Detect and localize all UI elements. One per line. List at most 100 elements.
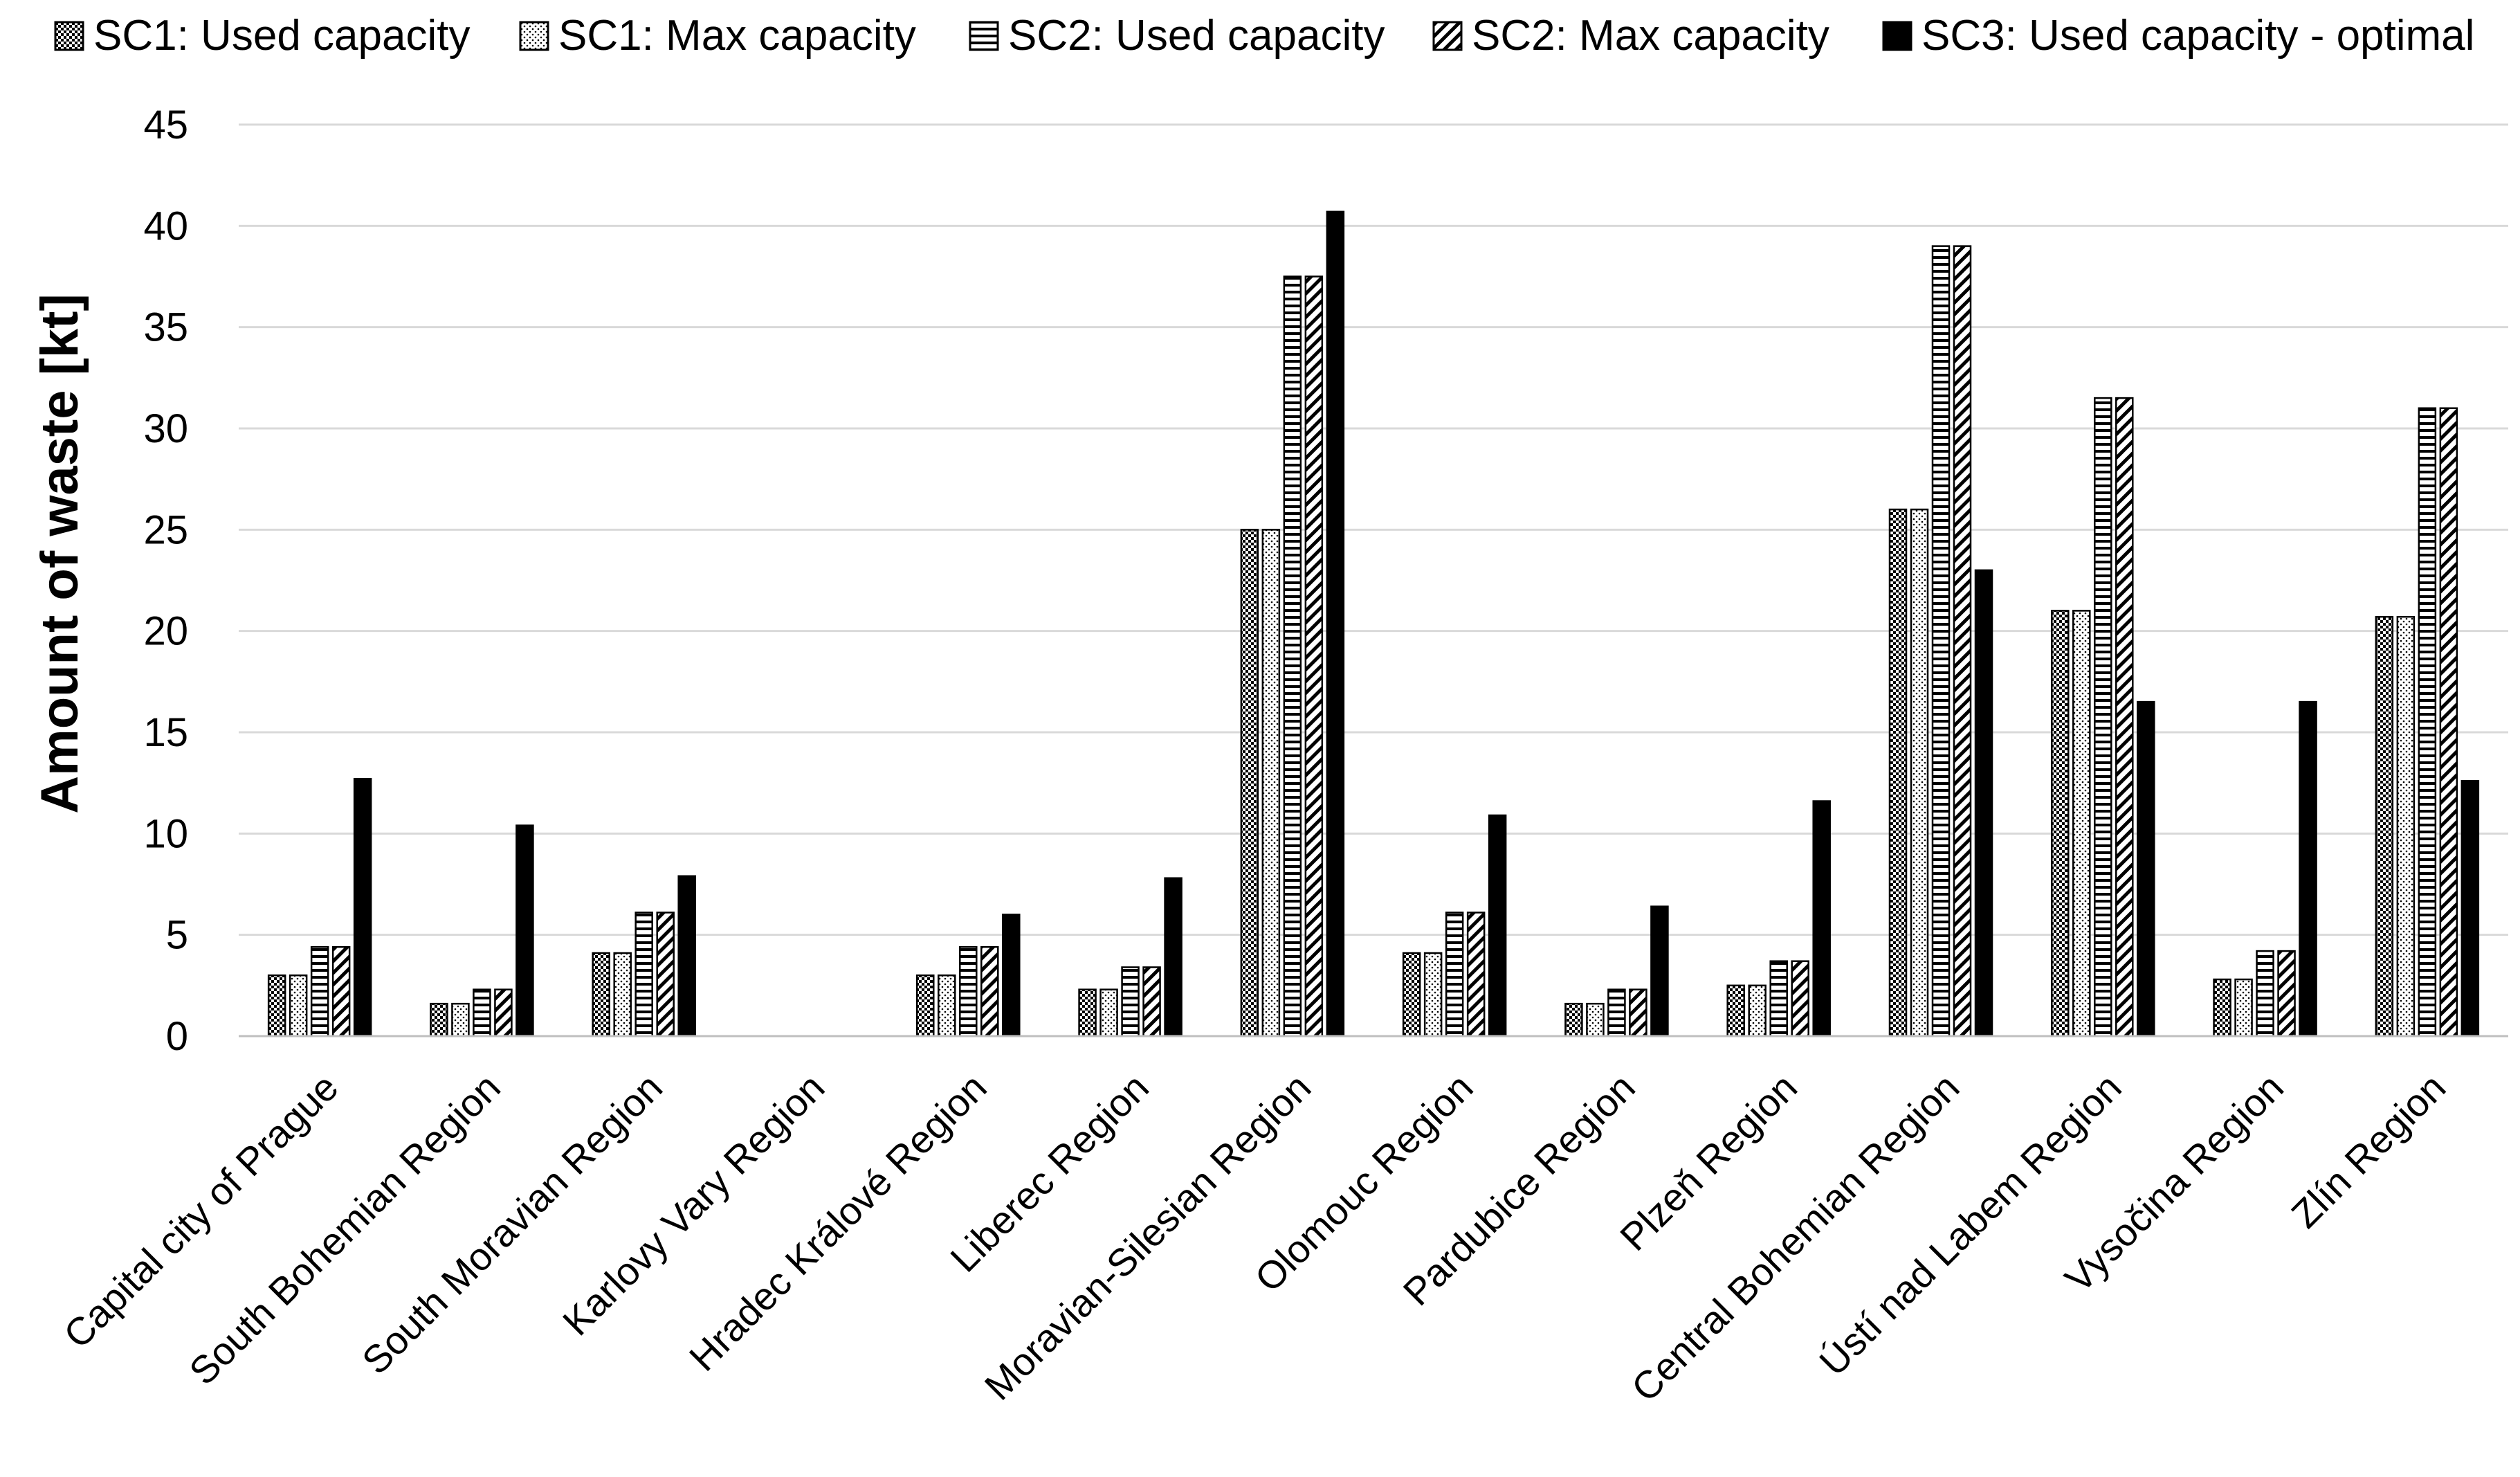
bar [959,945,978,1037]
bar [1910,508,1929,1037]
legend-swatch-sc2-max [1432,21,1463,51]
bar [2137,700,2155,1037]
y-tick-label: 25 [143,507,188,552]
legend-item-sc2-max: SC2: Max capacity [1432,12,1829,60]
x-tick-label: Zlín Region [2283,1065,2454,1236]
bar [2299,700,2317,1037]
legend: SC1: Used capacity SC1: Max capacity SC2… [54,12,2474,60]
bar [1099,988,1118,1037]
bar [2094,397,2112,1037]
bar [1445,912,1464,1037]
bar [1078,988,1097,1037]
bar [2277,950,2296,1037]
y-tick-label: 10 [143,811,188,856]
bar [656,912,675,1037]
bar [1791,960,1809,1037]
bar [677,875,696,1037]
bar [267,974,286,1037]
legend-label-sc3-used: SC3: Used capacity - optimal [1921,12,2474,60]
bar [2072,610,2091,1037]
bar [2115,397,2134,1037]
x-tick-label: Hradec Králové Region [681,1065,995,1379]
y-axis-ticks: 0 5 10 15 20 25 30 35 40 45 [143,102,188,1059]
y-tick-label: 5 [166,913,188,958]
bar [1726,984,1745,1037]
bar [980,945,999,1037]
bar [310,945,329,1037]
bar [1261,529,1281,1037]
bar [1586,1002,1605,1037]
bar [1650,905,1669,1037]
bar [2051,610,2070,1037]
bar [353,778,372,1037]
legend-label-sc2-max: SC2: Max capacity [1472,12,1829,60]
bar [592,952,610,1037]
bar [1488,814,1507,1037]
bar [2439,407,2458,1037]
bar [1888,508,1908,1037]
bar [2234,978,2253,1037]
bar [1326,210,1345,1037]
bar [1240,529,1259,1037]
bar [1629,988,1647,1037]
bar [1142,966,1161,1037]
x-tick-label: Central Bohemian Region [1623,1065,1967,1410]
bar [430,1002,448,1037]
legend-item-sc1-used: SC1: Used capacity [54,12,470,60]
x-tick-label: South Moravian Region [354,1065,670,1382]
x-tick-label: South Bohemian Region [181,1065,509,1393]
bar [2213,978,2231,1037]
legend-swatch-sc2-used [969,21,999,51]
x-tick-label: Ústí nad Labem Region [1811,1065,2130,1384]
legend-label-sc1-max: SC1: Max capacity [558,12,916,60]
bar [1812,800,1831,1037]
y-tick-label: 35 [143,305,188,350]
bar [1002,914,1021,1037]
bar [451,1002,470,1037]
legend-item-sc2-used: SC2: Used capacity [969,12,1385,60]
bar [494,988,513,1037]
bar [1164,877,1183,1037]
bar [289,974,308,1037]
bar [1953,245,1972,1037]
bar [1466,912,1486,1037]
bar [1564,1002,1583,1037]
legend-swatch-sc1-used [54,21,84,51]
bar [1304,275,1324,1037]
bar [1931,245,1951,1037]
bar [1283,275,1302,1037]
bar [1769,960,1788,1037]
bar [2375,615,2394,1037]
y-axis-title: Amount of waste [kt] [30,293,89,814]
bar [938,974,956,1037]
y-tick-label: 40 [143,203,188,248]
gridlines [239,123,2508,936]
bars [267,210,2480,1037]
bar [634,912,653,1037]
bar [1607,988,1626,1037]
bar [2460,779,2480,1037]
bar [331,945,351,1037]
bar [1748,984,1766,1037]
x-tick-label: Capital city of Prague [55,1065,347,1357]
bar [916,974,935,1037]
bar [2256,950,2274,1037]
y-tick-label: 0 [166,1014,188,1059]
legend-swatch-sc3-used [1882,21,1912,51]
y-tick-label: 45 [143,102,188,147]
bar [2396,615,2416,1037]
bar [515,824,534,1037]
x-tick-label: Moravian-Silesian Region [976,1065,1320,1408]
bar [1423,952,1443,1037]
y-tick-label: 30 [143,406,188,451]
bar [473,988,491,1037]
legend-item-sc3-used: SC3: Used capacity - optimal [1882,12,2474,60]
legend-item-sc1-max: SC1: Max capacity [519,12,916,60]
legend-swatch-sc1-max [519,21,549,51]
legend-label-sc1-used: SC1: Used capacity [93,12,470,60]
bar [2418,407,2437,1037]
y-tick-label: 20 [143,609,188,654]
